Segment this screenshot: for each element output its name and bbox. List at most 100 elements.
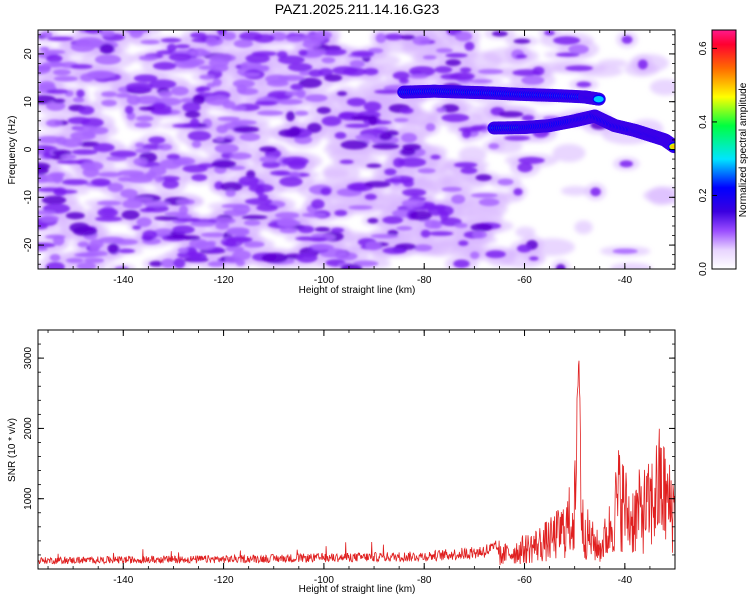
noise-core [180,97,196,103]
noise-core [529,256,539,261]
noise-core [285,90,305,97]
noise-core [170,86,189,96]
noise-core [270,170,291,176]
noise-core [233,126,260,133]
y-tick-label: 2000 [23,417,34,440]
noise-core [239,31,263,41]
noise-core [417,168,436,174]
noise-core [96,200,122,206]
noise-core [190,48,208,57]
noise-core [590,187,601,197]
noise-core [61,138,83,148]
noise-core [424,219,440,229]
noise-core [298,225,315,234]
noise-core [107,182,124,193]
noise-core [189,252,207,262]
noise-core [150,108,173,115]
noise-core [555,263,566,269]
noise-core [458,240,469,246]
noise-core [236,84,247,94]
noise-core [348,205,373,210]
noise-core [125,30,150,34]
noise-core [274,211,300,219]
noise-core [475,174,492,181]
noise-halo [458,146,487,164]
noise-core [449,72,475,81]
noise-core [136,217,152,227]
noise-core [324,74,343,82]
noise-core [45,262,65,269]
noise-core [393,157,405,168]
noise-core [454,223,468,229]
noise-core [126,176,153,183]
noise-core [200,232,226,238]
noise-core [65,212,85,220]
noise-core [621,35,633,44]
noise-core [216,125,228,134]
noise-core [118,176,132,182]
noise-halo [574,220,593,235]
noise-core [238,175,260,186]
noise-core [451,194,466,205]
noise-core [342,67,367,77]
noise-core [182,164,208,173]
noise-core [98,172,122,178]
noise-core [194,241,216,251]
noise-core [296,252,318,263]
y-tick-label: 3000 [23,347,34,370]
noise-core [101,91,117,98]
noise-core [477,68,504,75]
noise-core [89,243,101,252]
noise-core [40,31,53,39]
noise-core [402,143,422,151]
noise-core [44,234,66,239]
noise-core [350,50,375,57]
noise-core [77,241,90,248]
noise-core [38,178,50,183]
noise-core [133,74,158,83]
noise-core [97,207,119,218]
noise-core [254,100,278,106]
noise-core [453,162,478,168]
noise-core [308,237,328,242]
noise-core [38,64,51,75]
noise-core [290,83,304,91]
noise-core [143,200,171,207]
noise-core [470,223,493,232]
noise-core [521,75,545,85]
noise-core [334,131,347,139]
noise-core [266,80,289,87]
noise-core [178,205,189,215]
noise-core [125,82,154,92]
noise-core [120,188,138,199]
noise-core [154,215,179,221]
x-tick-label: -80 [417,575,432,586]
noise-core [214,143,239,154]
y-tick-label: 0 [23,146,34,152]
noise-core [437,205,454,216]
noise-core [70,64,93,70]
noise-core [77,141,100,147]
noise-core [239,132,261,142]
y-tick-label: -20 [23,237,34,252]
noise-core [240,72,260,77]
noise-core [349,59,365,68]
noise-core [71,149,98,155]
noise-core [576,81,592,88]
noise-core [340,264,363,269]
noise-core [352,260,379,267]
noise-core [114,266,129,269]
noise-core [277,55,305,65]
noise-core [532,66,545,76]
noise-core [261,161,281,169]
colorbar-label: Normalized spectral amplitude [738,82,749,217]
noise-core [441,113,470,123]
noise-core [191,140,202,148]
spectrogram-y-ticks: -20 -10 0 10 20 [23,34,675,265]
noise-core [434,66,453,74]
noise-core [99,30,115,37]
x-tick-label: -100 [314,275,334,286]
noise-core [305,94,328,102]
noise-core [38,135,62,144]
noise-core [277,75,305,81]
